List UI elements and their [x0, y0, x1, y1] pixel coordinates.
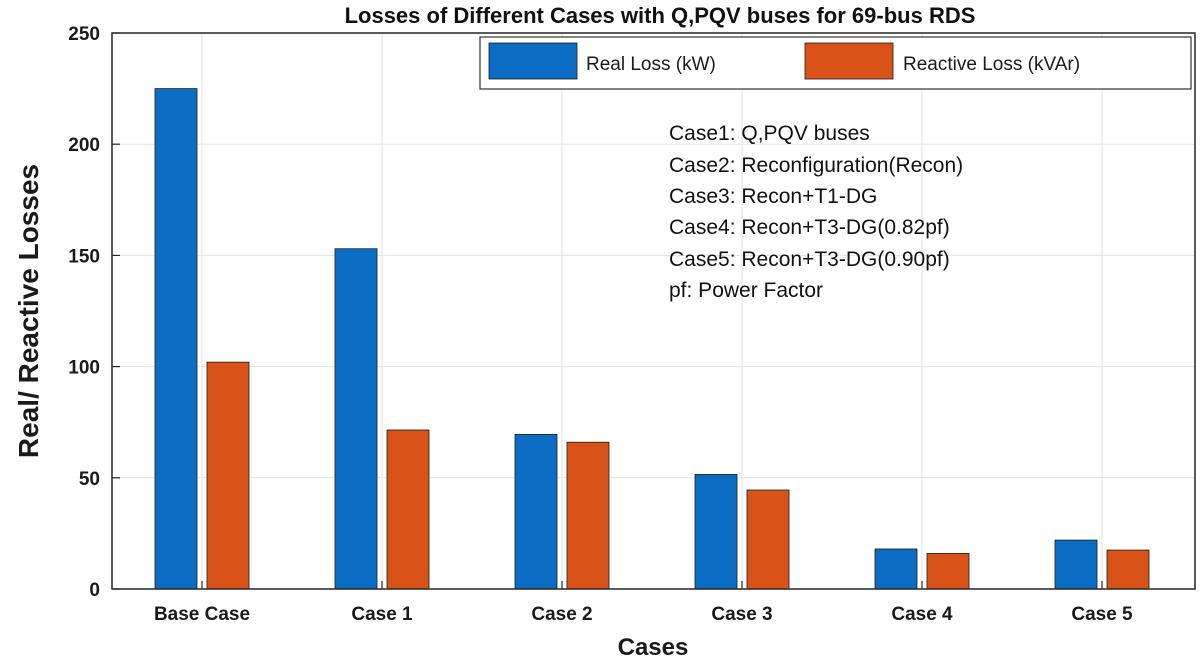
bar-reactive-loss-base-case [206, 361, 250, 590]
y-tick-label: 200 [68, 135, 100, 156]
bar-real-loss-case-3 [694, 474, 738, 590]
note-line: Case1: Q,PQV buses [669, 122, 870, 145]
bar-real-loss-case-2 [514, 434, 558, 590]
legend-swatch-real-loss [488, 42, 578, 80]
note-line: Case5: Recon+T3-DG(0.90pf) [669, 248, 950, 271]
x-tick-label: Case 2 [531, 604, 592, 625]
bar-real-loss-case-4 [874, 548, 918, 590]
y-axis-ticks: 0 50 100 150 200 250 [68, 24, 120, 601]
y-axis-label: Real/ Reactive Losses [13, 164, 44, 458]
legend-label-real-loss: Real Loss (kW) [586, 54, 716, 75]
note-line: Case4: Recon+T3-DG(0.82pf) [669, 216, 950, 239]
bar-reactive-loss-case-5 [1106, 549, 1150, 590]
y-tick-label: 250 [68, 24, 100, 45]
case-notes: Case1: Q,PQV buses Case2: Reconfiguratio… [669, 122, 963, 302]
chart-title: Losses of Different Cases with Q,PQV bus… [345, 3, 976, 28]
bar-reactive-loss-case-2 [566, 441, 610, 590]
y-tick-label: 0 [89, 580, 100, 601]
note-line: Case3: Recon+T1-DG [669, 185, 877, 208]
x-tick-label: Case 4 [891, 604, 953, 625]
note-line: Case2: Reconfiguration(Recon) [669, 154, 963, 177]
bar-real-loss-case-5 [1054, 539, 1098, 590]
bar-reactive-loss-case-4 [926, 553, 970, 590]
legend-label-reactive-loss: Reactive Loss (kVAr) [903, 54, 1080, 75]
x-tick-label: Case 5 [1071, 604, 1133, 625]
legend: Real Loss (kW) Reactive Loss (kVAr) [479, 36, 1192, 90]
y-tick-label: 150 [68, 246, 100, 267]
bar-reactive-loss-case-3 [746, 489, 790, 590]
y-tick-label: 50 [79, 469, 100, 490]
note-line: pf: Power Factor [669, 279, 823, 302]
legend-swatch-reactive-loss [804, 42, 894, 80]
x-axis-label: Cases [618, 634, 689, 657]
x-tick-label: Case 1 [351, 604, 413, 625]
grid [112, 32, 1195, 590]
bar-real-loss-base-case [154, 88, 198, 590]
bar-reactive-loss-case-1 [386, 429, 430, 590]
plot-frame [111, 32, 1196, 590]
x-tick-label: Case 3 [711, 604, 772, 625]
y-tick-label: 100 [68, 358, 100, 379]
bars [154, 88, 1150, 590]
x-axis-ticks: Base Case Case 1 Case 2 Case 3 Case 4 Case 5 [154, 581, 1133, 625]
bar-real-loss-case-1 [334, 248, 378, 590]
x-tick-label: Base Case [154, 604, 250, 625]
